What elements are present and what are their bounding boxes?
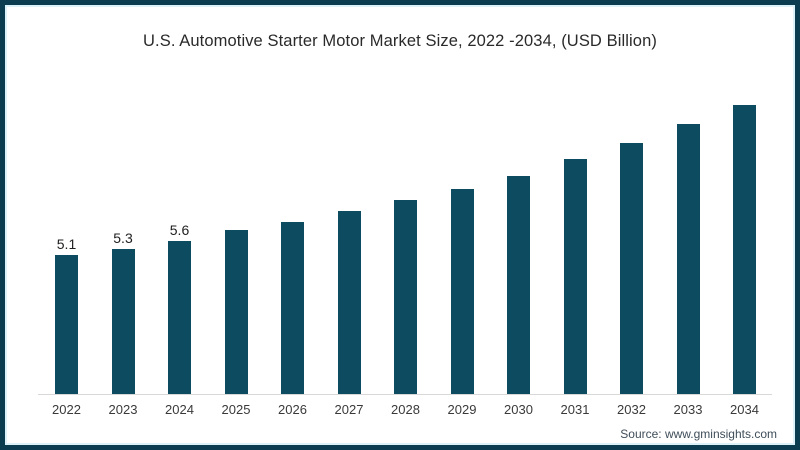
- bar-2030: [507, 176, 530, 394]
- x-tick-2027: 2027: [334, 402, 364, 417]
- source-attribution: Source: www.gminsights.com: [620, 427, 777, 441]
- x-tick-2030: 2030: [504, 402, 533, 417]
- bar-2028: [394, 200, 417, 394]
- x-tick-2023: 2023: [108, 402, 138, 417]
- x-tick-2033: 2033: [673, 402, 703, 417]
- bar-2031: [563, 159, 587, 394]
- bar-2033: [676, 124, 700, 394]
- x-tick-2024: 2024: [165, 402, 194, 417]
- bar-2022: [55, 255, 78, 394]
- x-tick-2032: 2032: [617, 402, 646, 417]
- bar-2034: [733, 105, 756, 394]
- value-label-2024: 5.6: [169, 222, 190, 238]
- x-tick-2029: 2029: [447, 402, 477, 417]
- bar-2023: [111, 249, 135, 394]
- bar-2026: [281, 222, 304, 394]
- value-label-2022: 5.1: [56, 236, 77, 252]
- value-label-2023: 5.3: [113, 230, 133, 246]
- x-axis-line: [38, 394, 772, 395]
- bar-2027: [337, 211, 361, 394]
- x-tick-2026: 2026: [278, 402, 307, 417]
- x-tick-2031: 2031: [560, 402, 590, 417]
- x-tick-2025: 2025: [221, 402, 251, 417]
- x-tick-2034: 2034: [730, 402, 759, 417]
- bar-2024: [168, 241, 191, 394]
- bar-2025: [224, 230, 248, 394]
- bar-2029: [450, 189, 474, 394]
- x-tick-2022: 2022: [52, 402, 81, 417]
- bar-chart: 5.1 2022 5.3 2023 5.6 2024 2025 2026 2027 2028 202…: [5, 5, 795, 445]
- x-tick-2028: 2028: [391, 402, 420, 417]
- chart-title: U.S. Automotive Starter Motor Market Siz…: [143, 32, 657, 50]
- bar-2032: [620, 143, 643, 394]
